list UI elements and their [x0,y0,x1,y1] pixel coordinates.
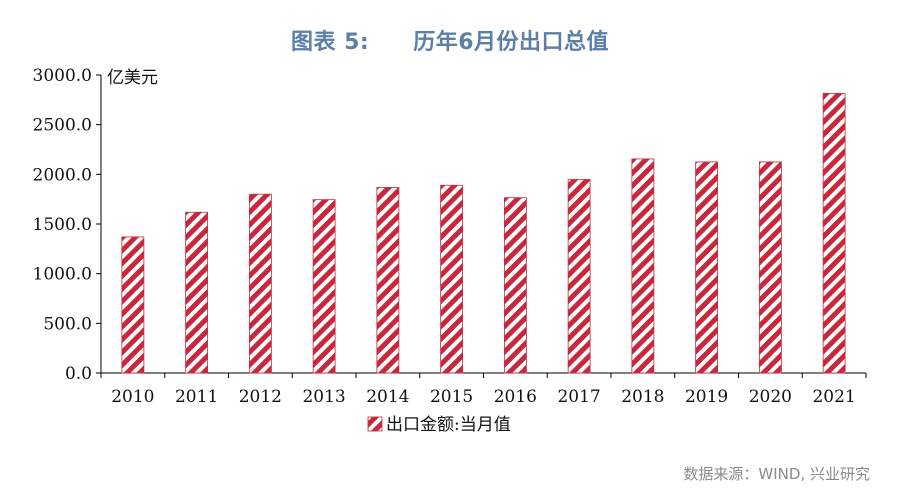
y-tick-label: 3000.0 [33,66,92,86]
y-tick-label: 0.0 [65,364,92,384]
x-tick-label: 2010 [111,387,154,407]
bar-2021 [822,92,846,374]
bar-2017 [567,179,591,374]
x-tick-label: 2019 [685,387,728,407]
bar-2016 [503,197,527,374]
y-axis: 0.0 500.0 1000.0 1500.0 2000.0 2500.0 3000.0 [33,66,102,384]
bar-2011 [185,211,209,374]
figure-title: 图表 5: 历年6月份出口总值 [0,24,900,56]
figure-number: 图表 5: [290,30,370,55]
y-unit-label: 亿美元 [107,68,158,88]
bar-2019 [695,161,719,374]
x-tick-label: 2021 [812,387,855,407]
y-tick-label: 500.0 [43,314,92,334]
bar-2012 [248,193,272,374]
figure-title-text: 历年6月份出口总值 [413,30,610,55]
bar-2020 [758,161,782,374]
y-tick-label: 1500.0 [33,215,92,235]
legend-swatch [367,416,383,432]
bar-2013 [312,199,336,374]
y-tick-label: 2000.0 [33,165,92,185]
bar-2010 [121,236,145,374]
x-tick-label: 2017 [557,387,600,407]
x-tick-label: 2013 [302,387,345,407]
legend: 出口金额:当月值 [367,415,511,435]
x-tick-label: 2012 [239,387,282,407]
x-tick-label: 2015 [430,387,473,407]
bar-2014 [376,187,400,374]
x-tick-label: 2016 [494,387,537,407]
x-tick-label: 2020 [749,387,792,407]
x-tick-label: 2011 [175,387,218,407]
source-note: 数据来源：WIND, 兴业研究 [683,465,870,483]
x-axis: 2010 2011 2012 2013 2014 2015 2016 2017 2018 2019… [100,372,867,407]
bars [121,92,846,374]
legend-label: 出口金额:当月值 [386,415,511,435]
y-tick-label: 1000.0 [33,265,92,285]
x-tick-label: 2014 [366,387,409,407]
y-tick-label: 2500.0 [33,116,92,136]
bar-2018 [631,158,655,374]
bar-2015 [440,184,464,374]
x-tick-label: 2018 [621,387,664,407]
